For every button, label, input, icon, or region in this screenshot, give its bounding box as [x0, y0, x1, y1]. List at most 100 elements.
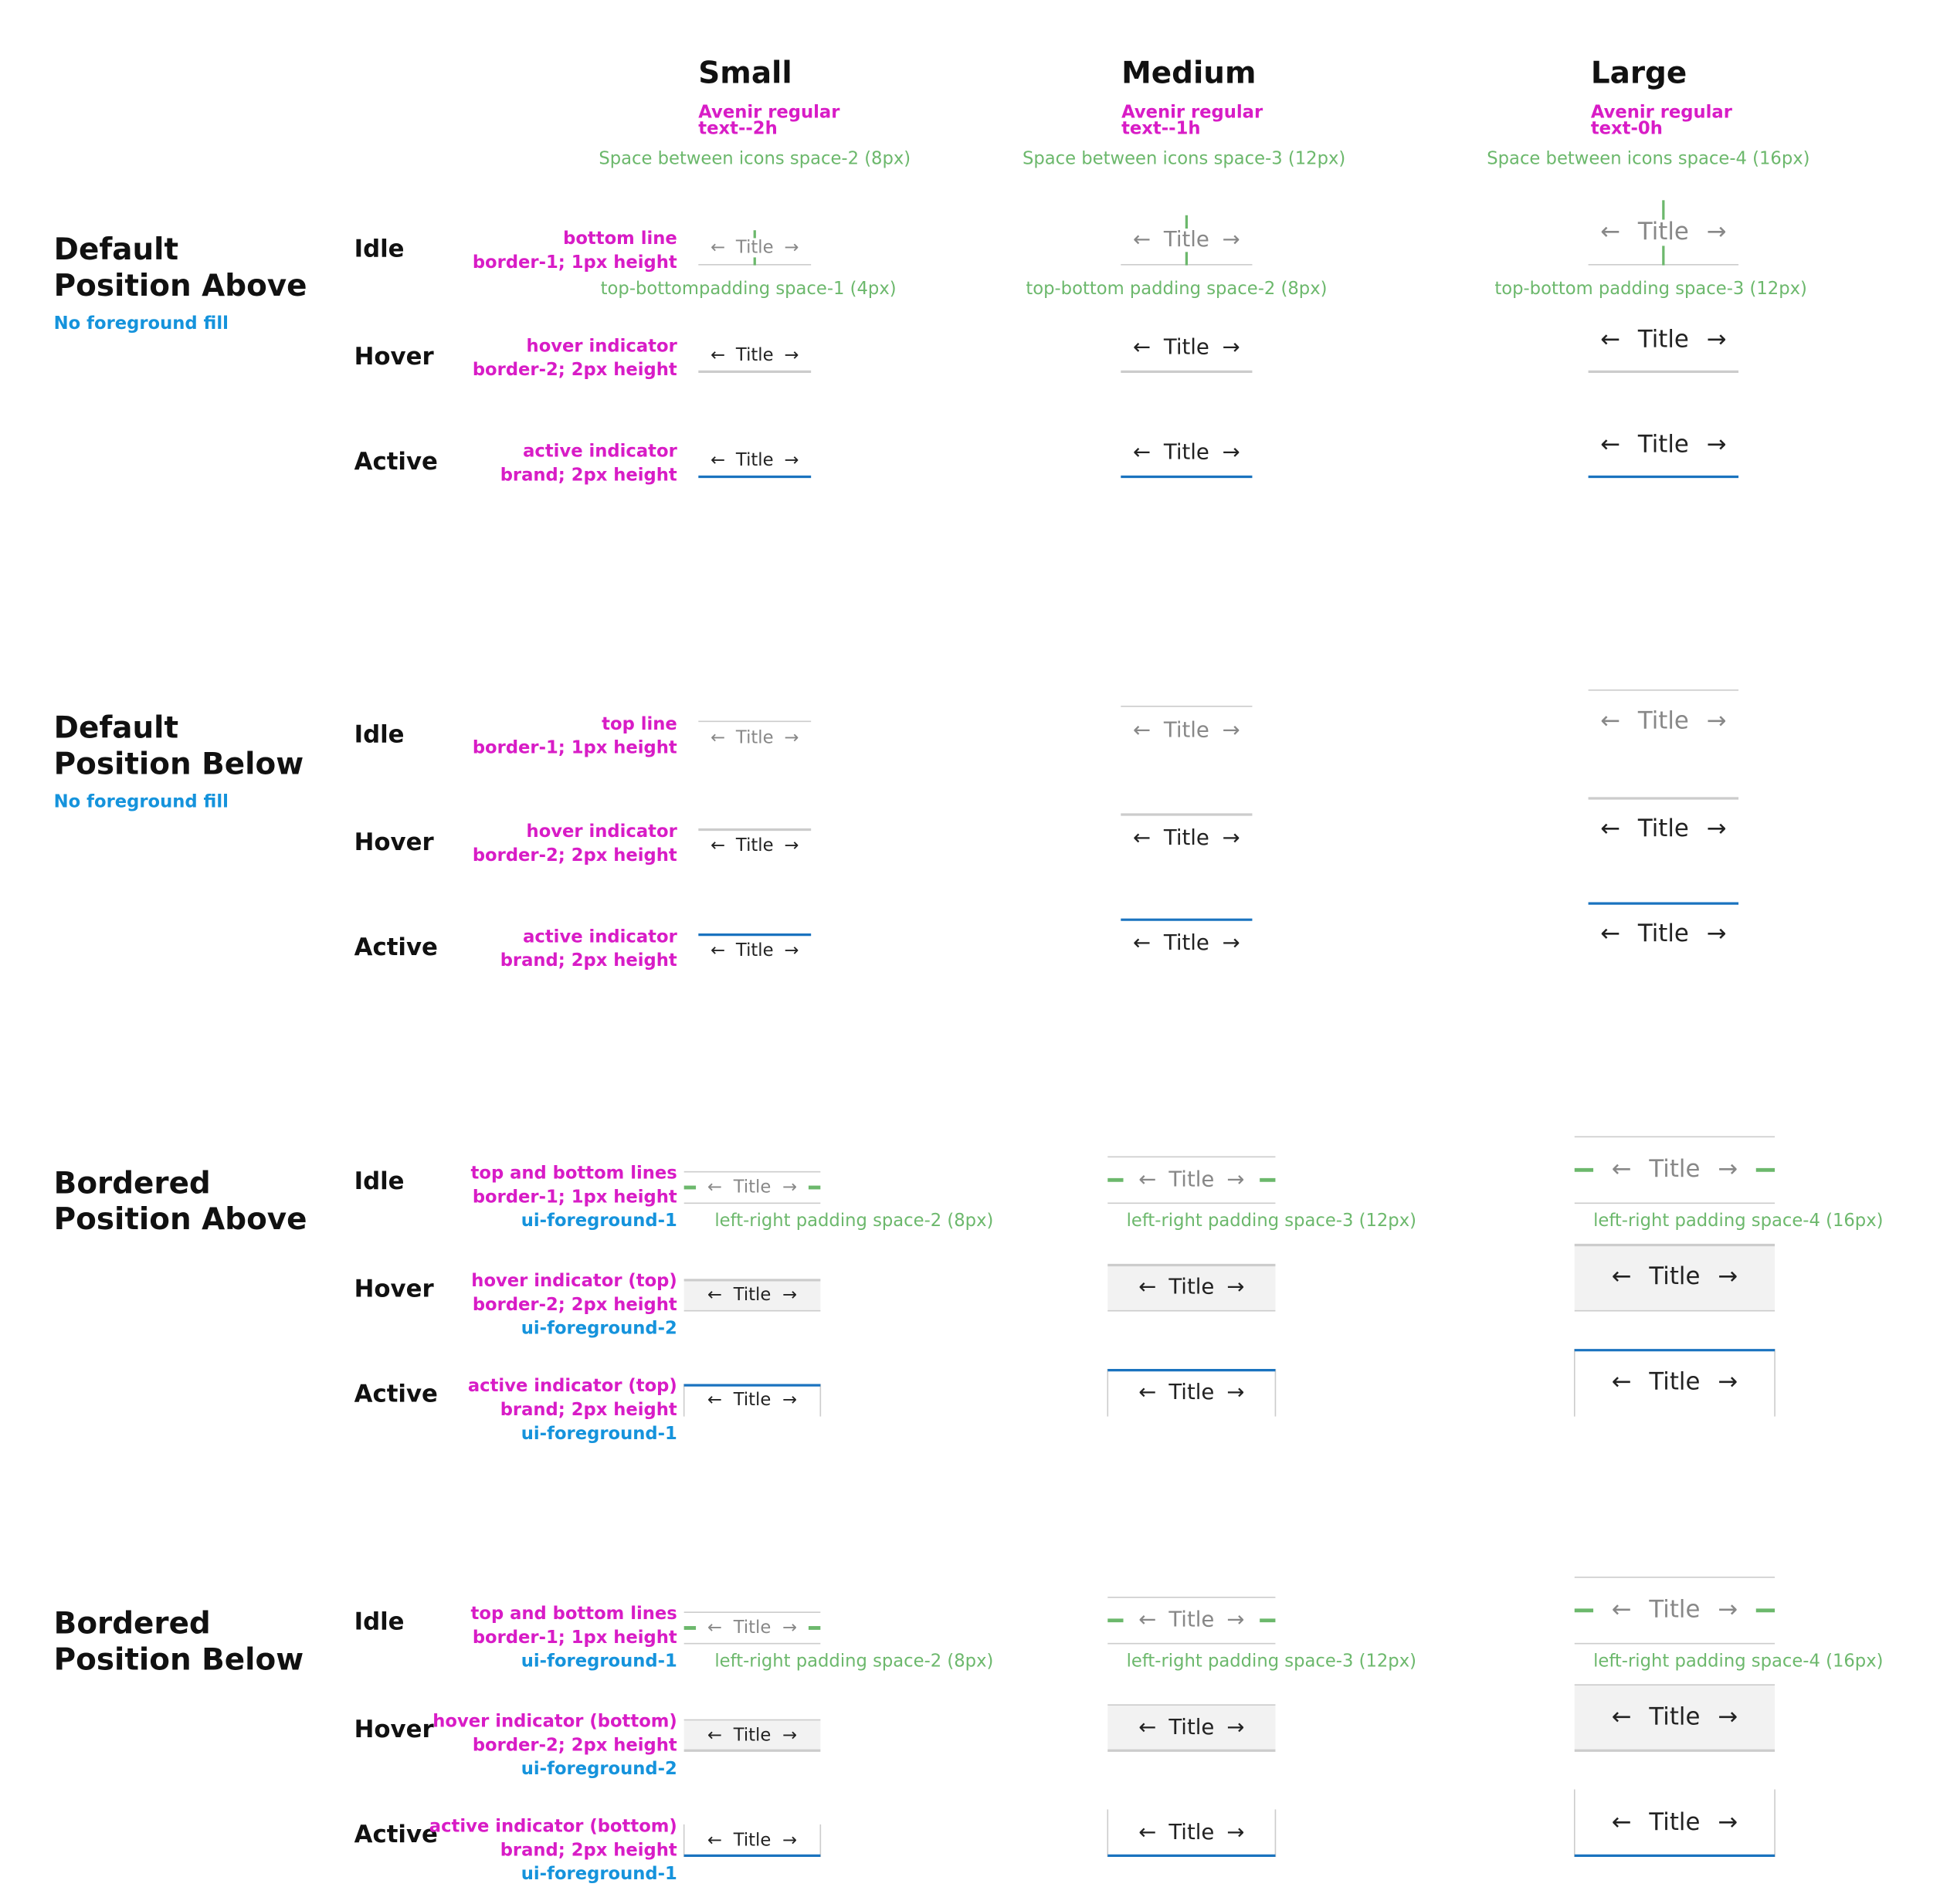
fill-note: ui-foreground-2	[521, 1319, 677, 1339]
annotation: top and bottom lines	[471, 1164, 677, 1184]
column-title: Large	[1591, 56, 1687, 91]
section-title: Bordered	[54, 1166, 211, 1201]
font-note: Avenir regular	[1121, 102, 1263, 122]
tab-icon-left: ←	[1612, 1155, 1632, 1183]
tab-icon-left: ←	[707, 1618, 722, 1638]
annotation: hover indicator (top)	[471, 1271, 677, 1291]
tab-icon-left: ←	[711, 450, 725, 470]
annotation: hover indicator (bottom)	[432, 1712, 677, 1732]
tab-icon-left: ←	[1133, 930, 1151, 955]
tab-icon-right: →	[1223, 825, 1240, 850]
annotation: active indicator	[523, 927, 677, 947]
tab-label: Title	[1163, 825, 1209, 850]
tab-icon-right: →	[784, 237, 799, 257]
tab-icon-right: →	[1718, 1703, 1738, 1731]
tab-icon-right: →	[1223, 227, 1240, 252]
column-title: Medium	[1121, 56, 1256, 91]
tab-label: Title	[733, 1285, 772, 1305]
tab-label: Title	[1163, 930, 1209, 955]
scale-note: text--2h	[698, 118, 777, 138]
annotation: hover indicator	[527, 336, 678, 356]
tab-label: Title	[1168, 1167, 1214, 1191]
tab-icon-left: ←	[707, 1285, 722, 1305]
tab-label: Title	[733, 1618, 772, 1638]
tab-label: Title	[735, 940, 774, 960]
fill-note: ui-foreground-1	[521, 1864, 677, 1884]
section-title: Default	[54, 710, 178, 745]
font-note: Avenir regular	[698, 102, 840, 122]
state-label: Idle	[354, 235, 405, 263]
tab-icon-right: →	[1707, 430, 1727, 458]
annotation: border-1; 1px height	[473, 1628, 677, 1648]
annotation: border-2; 2px height	[473, 1295, 677, 1315]
tab-label: Title	[1648, 1703, 1700, 1731]
tab-icon-left: ←	[711, 345, 725, 365]
tab-icon-left: ←	[1600, 325, 1620, 353]
tab-label: Title	[1168, 1275, 1214, 1299]
tab-label: Title	[1168, 1715, 1214, 1740]
tab-icon-right: →	[784, 450, 799, 470]
tab-icon-right: →	[784, 940, 799, 960]
padding-note: left-right padding space-4 (16px)	[1593, 1652, 1883, 1672]
tab-label: Title	[1648, 1367, 1700, 1395]
spacing-note: Space between icons space-2 (8px)	[599, 148, 911, 168]
section-title: Position Below	[54, 1643, 304, 1678]
tab-label: Title	[1163, 227, 1209, 252]
tab-icon-right: →	[1226, 1820, 1244, 1845]
section-title: Bordered	[54, 1607, 211, 1641]
tab-icon-left: ←	[1600, 218, 1620, 246]
annotation: brand; 2px height	[500, 465, 677, 485]
tab-icon-right: →	[784, 835, 799, 855]
tab-label: Title	[1637, 707, 1689, 735]
annotation: brand; 2px height	[500, 950, 677, 971]
tab-icon-left: ←	[1133, 227, 1151, 252]
tab-icon-left: ←	[1612, 1703, 1632, 1731]
annotation: border-2; 2px height	[473, 845, 677, 866]
tab-icon-left: ←	[1612, 1808, 1632, 1836]
padding-note: left-right padding space-2 (8px)	[714, 1211, 993, 1231]
tab-label: Title	[735, 728, 774, 748]
font-note: Avenir regular	[1591, 102, 1733, 122]
padding-note: top-bottom padding space-2 (8px)	[1026, 279, 1327, 299]
padding-note: left-right padding space-3 (12px)	[1127, 1211, 1416, 1231]
tab-icon-right: →	[1226, 1275, 1244, 1299]
tab-icon-left: ←	[1138, 1608, 1156, 1632]
padding-note: left-right padding space-4 (16px)	[1593, 1211, 1883, 1231]
tab-icon-right: →	[1223, 717, 1240, 742]
tab-label: Title	[1163, 717, 1209, 742]
annotation: hover indicator	[527, 822, 678, 842]
tab-icon-right: →	[1718, 1595, 1738, 1623]
tab-icon-right: →	[782, 1618, 797, 1638]
fill-note: ui-foreground-1	[521, 1424, 677, 1444]
tab-label: Title	[735, 835, 774, 855]
tab-icon-right: →	[1718, 1367, 1738, 1395]
tab-fill	[1574, 1684, 1776, 1752]
tab-icon-right: →	[1223, 930, 1240, 955]
padding-note: top-bottompadding space-1 (4px)	[601, 279, 897, 299]
tab-icon-left: ←	[1133, 717, 1151, 742]
tab-icon-left: ←	[1138, 1167, 1156, 1191]
tab-icon-left: ←	[711, 835, 725, 855]
tab-label: Title	[1648, 1595, 1700, 1623]
annotation: active indicator	[523, 442, 677, 462]
tab-icon-right: →	[1226, 1380, 1244, 1404]
state-label: Active	[354, 448, 438, 476]
scale-note: text--1h	[1121, 118, 1200, 138]
tab-icon-left: ←	[707, 1177, 722, 1198]
annotation: border-2; 2px height	[473, 360, 677, 380]
tab-icon-right: →	[1718, 1155, 1738, 1183]
state-label: Hover	[354, 1275, 435, 1303]
tab-icon-left: ←	[1600, 815, 1620, 842]
state-label: Idle	[354, 720, 405, 748]
tab-icon-right: →	[782, 1830, 797, 1850]
state-label: Idle	[354, 1608, 405, 1635]
annotation: top and bottom lines	[471, 1604, 677, 1624]
annotation: brand; 2px height	[500, 1840, 677, 1860]
tab-label: Title	[1648, 1155, 1700, 1183]
tab-icon-left: ←	[1138, 1275, 1156, 1299]
section-title: Default	[54, 232, 178, 267]
tab-icon-right: →	[1707, 218, 1727, 246]
tab-label: Title	[1637, 430, 1689, 458]
tab-label: Title	[1637, 815, 1689, 842]
